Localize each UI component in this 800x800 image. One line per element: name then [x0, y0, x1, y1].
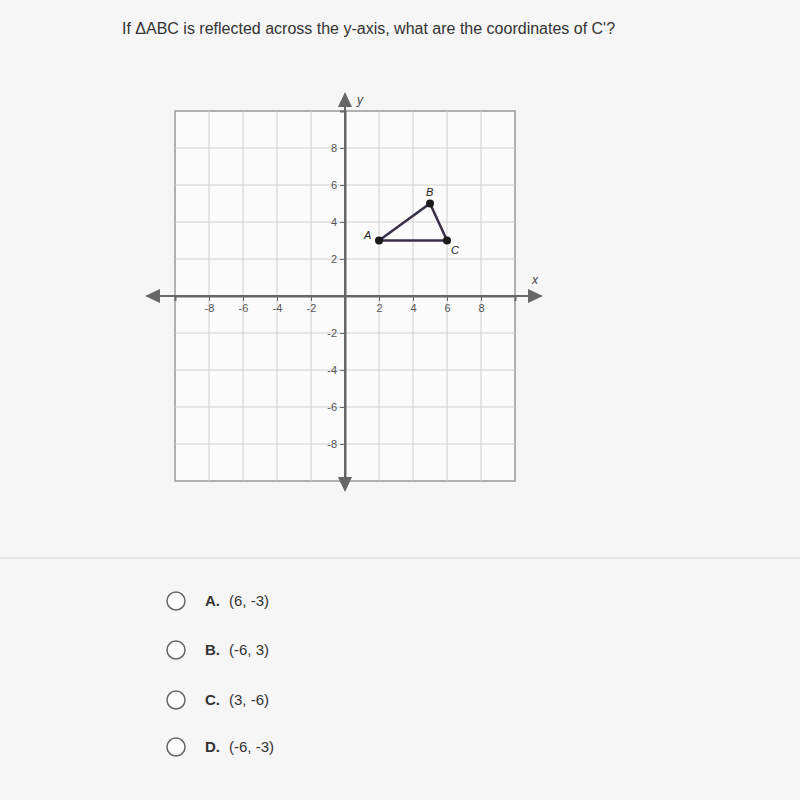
- grid: [175, 111, 515, 481]
- option-letter: D.: [205, 738, 220, 755]
- y-tick: 4: [331, 216, 345, 228]
- x-tick-mark: [277, 296, 278, 301]
- axis-arrow: [338, 92, 352, 107]
- x-tick-label: 6: [444, 302, 450, 314]
- x-tick-mark: [379, 296, 380, 301]
- background: [0, 0, 800, 800]
- x-tick: -6: [239, 296, 249, 314]
- y-tick-label: -4: [327, 364, 337, 376]
- y-tick-mark: [340, 185, 345, 186]
- y-tick-label: -8: [327, 438, 337, 450]
- y-tick: -4: [327, 364, 345, 376]
- x-tick: 6: [444, 296, 450, 314]
- x-tick-mark: [311, 296, 312, 301]
- axis-arrow: [145, 289, 160, 303]
- y-axis-title: y: [356, 93, 364, 107]
- option-text: (-6, -3): [229, 738, 274, 755]
- y-tick-mark: [340, 222, 345, 223]
- marks: [375, 200, 451, 245]
- y-tick-mark: [340, 148, 345, 149]
- y-tick: -8: [327, 438, 345, 450]
- radio-button[interactable]: [167, 691, 185, 709]
- radio-button[interactable]: [167, 592, 185, 610]
- page: If ΔABC is reflected across the y-axis, …: [0, 0, 800, 800]
- x-tick-label: -8: [205, 302, 215, 314]
- x-tick: 4: [410, 296, 416, 314]
- answer-option[interactable]: C. (3, -6): [167, 691, 269, 709]
- x-tick-label: -4: [273, 302, 283, 314]
- y-tick-label: 2: [331, 253, 337, 265]
- x-tick-mark: [481, 296, 482, 301]
- option-letter: C.: [205, 691, 220, 708]
- y-tick-label: 4: [331, 216, 337, 228]
- x-tick: -8: [205, 296, 215, 314]
- vertex: [426, 200, 434, 208]
- y-tick: 6: [331, 179, 345, 191]
- y-tick-mark: [340, 259, 345, 260]
- radio-button[interactable]: [167, 641, 185, 659]
- y-tick-label: 6: [331, 179, 337, 191]
- option-text: (6, -3): [229, 592, 269, 609]
- x-tick-label: 4: [410, 302, 416, 314]
- vertex-label: C: [451, 244, 459, 256]
- y-tick-label: -2: [327, 327, 337, 339]
- y-tick-label: -6: [327, 401, 337, 413]
- y-axis: -8 -6 -4 -2 2 4 6 8: [327, 112, 345, 482]
- answer-option[interactable]: A. (6, -3): [167, 592, 269, 610]
- option-text: (3, -6): [229, 691, 269, 708]
- x-tick-mark: [447, 296, 448, 301]
- y-axis-domain: [340, 112, 346, 482]
- question: If ΔABC is reflected across the y-axis, …: [122, 20, 615, 37]
- vertex: [443, 237, 451, 245]
- x-tick-mark: [413, 296, 414, 301]
- x-tick: 2: [376, 296, 382, 314]
- vertex-label: B: [426, 186, 433, 198]
- radio-button[interactable]: [167, 738, 185, 756]
- x-tick-mark: [209, 296, 210, 301]
- triangle: [379, 204, 447, 241]
- plot-frame: [175, 111, 515, 481]
- axis-arrows: [145, 92, 543, 492]
- answer-option[interactable]: D. (-6, -3): [167, 738, 274, 756]
- y-tick-mark: [340, 407, 345, 408]
- x-tick: -2: [307, 296, 317, 314]
- x-tick: 8: [478, 296, 484, 314]
- x-tick-label: 2: [376, 302, 382, 314]
- answer-option[interactable]: B. (-6, 3): [167, 641, 269, 659]
- y-tick-mark: [340, 370, 345, 371]
- y-tick: 8: [331, 142, 345, 154]
- option-letter: A.: [205, 592, 220, 609]
- option-letter: B.: [205, 641, 220, 658]
- x-tick-label: -2: [307, 302, 317, 314]
- y-tick-mark: [340, 444, 345, 445]
- x-tick-label: 8: [478, 302, 484, 314]
- x-tick-mark: [243, 296, 244, 301]
- vertex-label: A: [363, 229, 371, 241]
- x-tick: -4: [273, 296, 283, 314]
- y-tick: -2: [327, 327, 345, 339]
- y-tick: 2: [331, 253, 345, 265]
- separator: [0, 558, 800, 559]
- axis-arrow: [528, 289, 543, 303]
- vertex: [375, 237, 383, 245]
- option-text: (-6, 3): [229, 641, 269, 658]
- y-tick: -6: [327, 401, 345, 413]
- y-tick-mark: [340, 333, 345, 334]
- x-tick-label: -6: [239, 302, 249, 314]
- x-axis-title: x: [531, 273, 539, 287]
- y-tick-label: 8: [331, 142, 337, 154]
